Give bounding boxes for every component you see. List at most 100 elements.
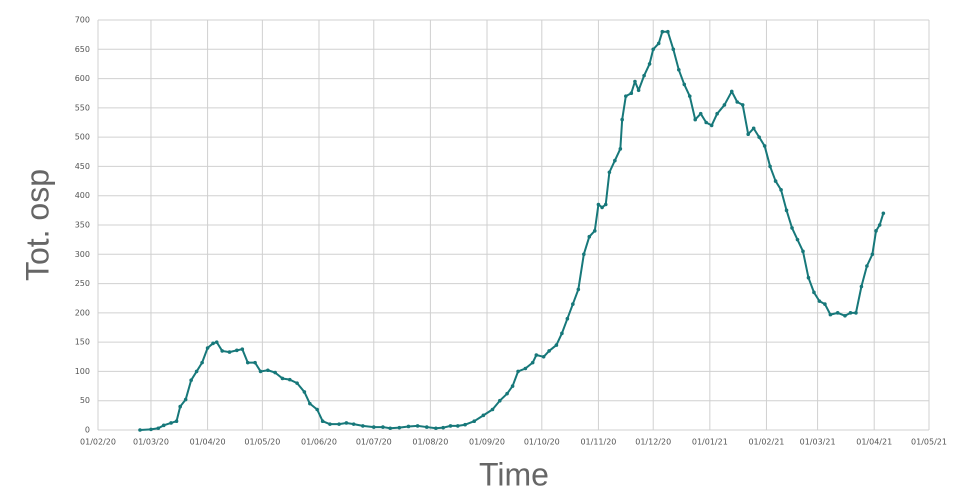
data-point [865,264,869,268]
x-axis-title: Time [479,456,549,492]
data-point [156,426,161,431]
data-point [682,82,687,87]
data-point [812,290,816,295]
data-point [870,252,875,257]
data-point [715,111,719,116]
y-tick-label: 700 [75,16,90,25]
data-point [828,312,833,317]
data-point [592,229,597,233]
data-point [448,424,453,428]
data-point [762,144,767,148]
y-tick-label: 450 [75,162,90,171]
x-tick-label: 01/08/20 [412,438,448,447]
data-point [344,421,349,425]
data-point [320,419,325,424]
data-point [138,428,142,432]
data-point [169,421,173,425]
data-point [178,404,182,409]
x-tick-label: 01/05/20 [244,438,280,447]
data-point [704,120,708,125]
data-point [189,378,193,383]
data-point [523,366,528,371]
y-tick-label: 200 [75,308,90,317]
y-tick-label: 250 [75,279,90,288]
data-point [481,413,486,418]
x-tick-label: 01/07/20 [356,438,392,447]
data-point [541,354,546,359]
data-point [220,349,224,353]
data-point [565,316,570,321]
data-point [253,360,257,365]
data-point [768,164,772,169]
data-point [161,423,166,428]
data-point [633,79,637,84]
y-tick-label: 300 [75,250,90,259]
data-point [859,284,864,289]
data-point [729,89,734,94]
data-point [735,100,740,104]
data-point [205,346,210,350]
data-point [660,29,665,34]
data-point [877,223,882,227]
data-point [455,424,460,428]
data-point [698,111,703,116]
data-point [636,88,641,93]
data-point [709,123,714,128]
data-point [801,249,805,254]
data-point [295,381,299,385]
data-point [773,179,778,183]
x-tick-label: 01/04/20 [190,438,226,447]
data-point [200,360,204,365]
y-tick-label: 600 [75,74,90,83]
data-point [302,390,307,394]
data-point [596,202,601,207]
data-point [406,424,411,429]
data-point [472,419,477,424]
data-point [881,211,886,216]
data-point [835,311,840,315]
data-point [874,229,878,233]
data-point [235,348,239,353]
data-point [149,427,153,432]
data-point [817,299,822,303]
data-point [280,376,285,381]
x-tick-label: 01/01/21 [692,438,728,447]
x-tick-label: 01/09/20 [469,438,505,447]
data-point [498,398,502,403]
data-point [676,67,681,72]
data-point [656,41,661,46]
data-point [693,117,698,122]
data-point [651,47,656,52]
data-point [642,73,646,78]
data-point [618,147,623,151]
data-point [315,407,319,412]
x-tick-label: 01/02/21 [748,438,784,447]
data-point [227,350,232,354]
data-point [757,135,761,139]
data-point [823,302,827,306]
data-point [361,424,365,428]
data-point [510,384,515,388]
data-point [806,275,811,280]
data-point [258,369,263,374]
data-point [600,205,604,210]
x-tick-label: 01/05/21 [911,438,947,447]
data-point [560,331,564,336]
y-tick-label: 650 [75,45,90,54]
data-point [245,360,250,365]
data-point [424,425,429,429]
x-tick-label: 01/02/20 [80,438,116,447]
data-point [534,353,539,357]
data-point [266,368,270,373]
data-point [746,132,750,137]
data-point [848,311,853,315]
y-tick-label: 550 [75,103,90,112]
data-point [790,226,794,230]
data-point [214,340,219,344]
data-point [613,158,617,163]
data-point [371,425,376,429]
y-tick-label: 500 [75,133,90,142]
data-point [505,391,509,396]
data-point [381,425,385,429]
